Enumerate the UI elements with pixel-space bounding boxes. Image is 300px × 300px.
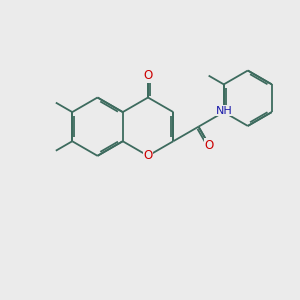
Text: O: O [143,149,153,162]
Text: NH: NH [215,106,232,116]
Text: O: O [205,139,214,152]
Text: O: O [143,69,153,82]
